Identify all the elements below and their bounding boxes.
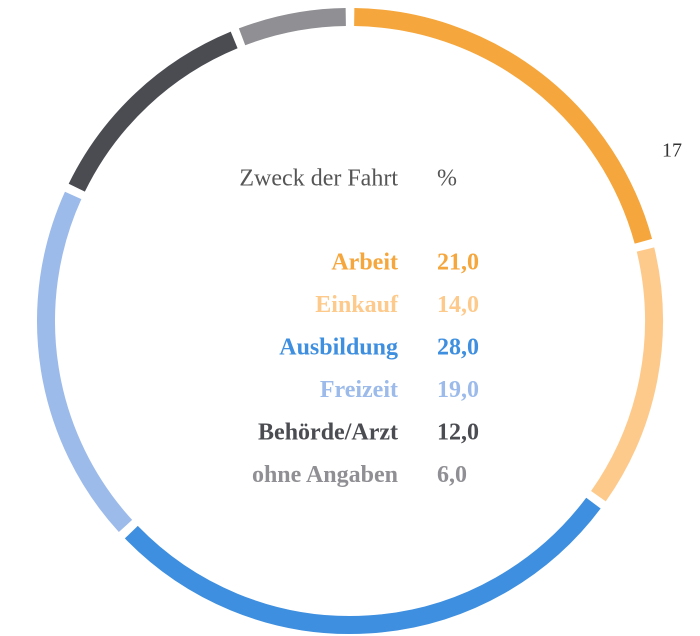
legend-label: Arbeit [331, 250, 398, 276]
header-unit: % [437, 166, 457, 192]
legend-label: Ausbildung [279, 335, 398, 361]
legend-value: 12,0 [437, 420, 479, 446]
ring-segment [354, 8, 653, 244]
annotation: 17 [662, 140, 682, 162]
legend-value: 6,0 [437, 462, 467, 488]
ring-segment [37, 191, 133, 533]
ring-segment [124, 497, 601, 634]
ring-segment [68, 31, 238, 192]
legend-value: 19,0 [437, 377, 479, 403]
ring-segment [591, 247, 663, 502]
legend-label: Freizeit [320, 377, 398, 403]
legend-value: 21,0 [437, 250, 479, 276]
legend-value: 14,0 [437, 292, 479, 318]
legend-value: 28,0 [437, 335, 479, 361]
legend-label: Einkauf [315, 292, 399, 318]
ring-segment [238, 8, 346, 46]
legend-label: Behörde/Arzt [258, 420, 398, 446]
legend-label: ohne Angaben [252, 462, 398, 488]
header-label: Zweck der Fahrt [239, 166, 398, 192]
